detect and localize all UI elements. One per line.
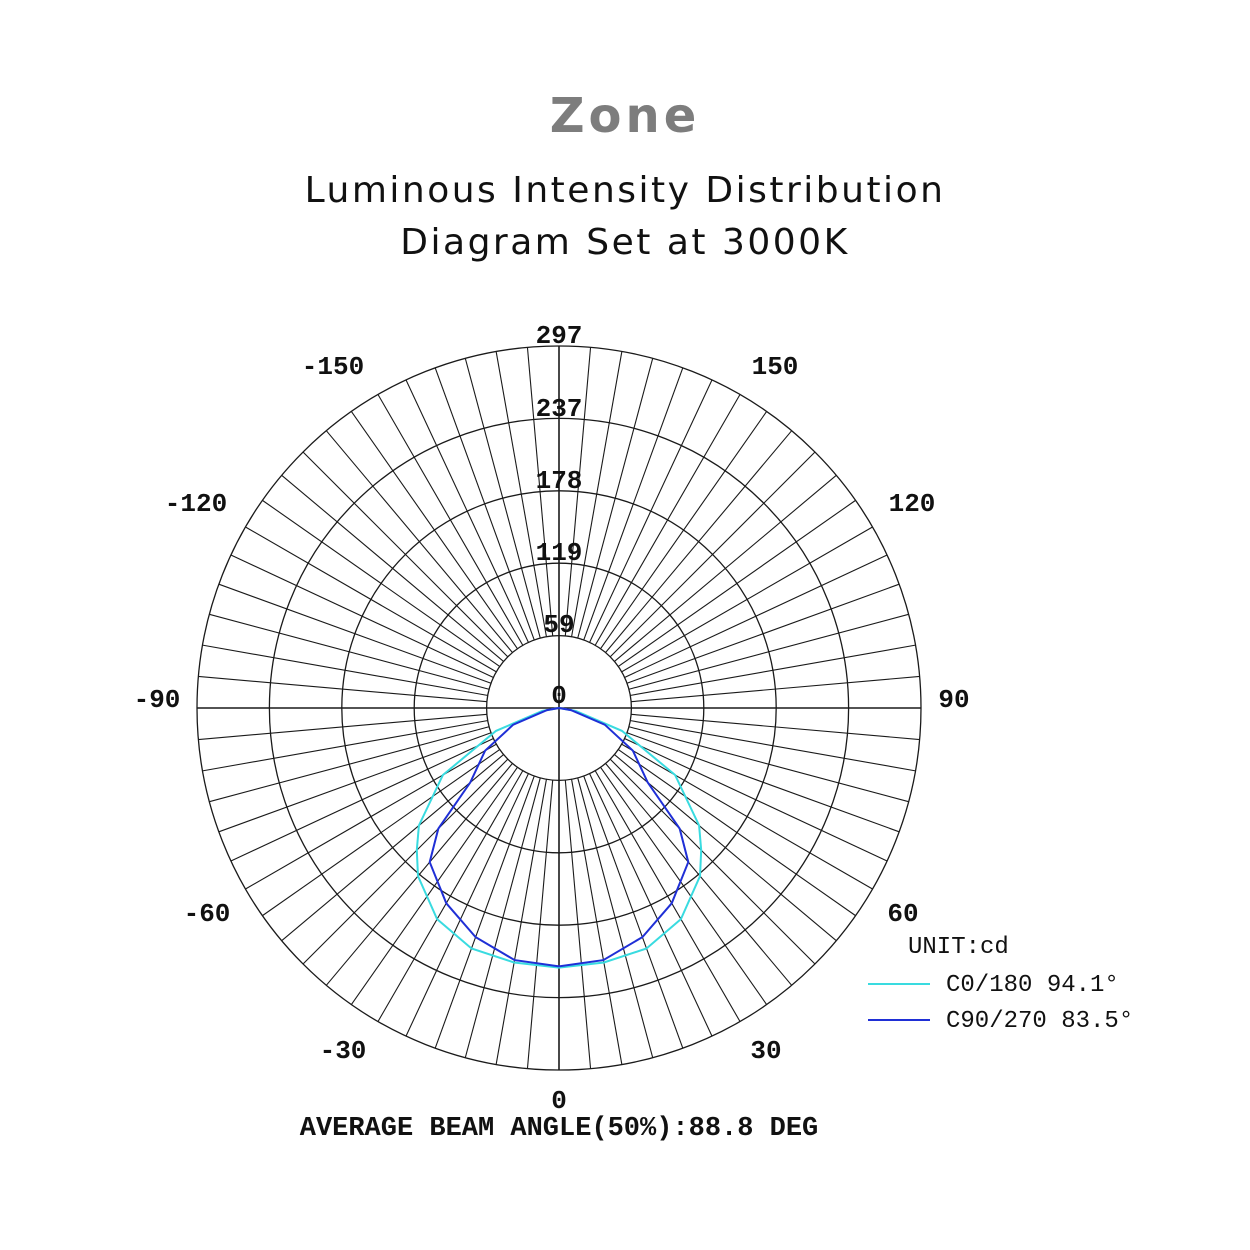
grid-spoke [613, 474, 837, 663]
grid-spoke [617, 748, 856, 917]
angle-label-60: 60 [887, 899, 918, 929]
average-beam-angle: AVERAGE BEAM ANGLE(50%):88.8 DEG [300, 1114, 818, 1144]
grid-spoke [262, 748, 501, 917]
radial-tick-59: 59 [543, 610, 574, 640]
grid-spoke [621, 526, 873, 673]
angle-label-150: 150 [752, 352, 799, 382]
grid-spoke [209, 726, 490, 803]
polar-grid [196, 345, 922, 1071]
legend-label-c90: C90/270 83.5° [946, 1008, 1133, 1035]
grid-spoke [377, 394, 524, 646]
grid-spoke [405, 379, 530, 643]
grid-spoke [262, 499, 501, 668]
grid-spoke [599, 766, 768, 1005]
radial-tick-119: 119 [536, 538, 583, 568]
grid-spoke [302, 758, 509, 965]
chart-title-line-1: Luminous Intensity Distribution [304, 170, 946, 211]
grid-spoke [588, 379, 713, 643]
angle-label-120: 120 [889, 489, 936, 519]
legend: UNIT:cd C0/180 94.1° C90/270 83.5° [868, 934, 1133, 1035]
grid-spoke [281, 474, 505, 663]
grid-spoke [198, 675, 488, 703]
grid-spoke [626, 583, 900, 684]
grid-spoke [570, 778, 623, 1065]
polar-series [415, 707, 703, 969]
grid-spoke [350, 766, 519, 1005]
grid-spoke [604, 762, 793, 986]
grid-spoke [302, 451, 509, 658]
grid-spoke [325, 430, 514, 654]
grid-spoke [629, 644, 916, 697]
brand-title: Zone [549, 88, 701, 144]
grid-spoke [245, 743, 497, 890]
grid-spoke [630, 675, 920, 703]
radial-tick-0: 0 [551, 681, 567, 711]
grid-spoke [198, 713, 488, 741]
grid-spoke [564, 347, 592, 637]
grid-spoke [202, 719, 489, 772]
grid-spoke [230, 737, 494, 862]
grid-spoke [613, 753, 837, 942]
grid-spoke [583, 775, 684, 1049]
grid-spoke [604, 430, 793, 654]
angle-label-30: 30 [750, 1036, 781, 1066]
grid-spoke [495, 351, 548, 638]
grid-spoke [218, 583, 492, 684]
grid-spoke [599, 411, 768, 650]
grid-spoke [617, 499, 856, 668]
grid-spoke [630, 713, 920, 741]
grid-spoke [218, 732, 492, 833]
grid-spoke [526, 347, 554, 637]
grid-spoke [245, 526, 497, 673]
legend-label-c0: C0/180 94.1° [946, 972, 1119, 999]
grid-spoke [495, 778, 548, 1065]
grid-spoke [377, 770, 524, 1022]
grid-spoke [624, 554, 888, 679]
grid-spoke [350, 411, 519, 650]
grid-spoke [609, 758, 816, 965]
angle-label-90: 90 [938, 685, 969, 715]
grid-spoke [209, 613, 490, 690]
grid-spoke [628, 613, 909, 690]
grid-spoke [281, 753, 505, 942]
series-line-1 [428, 707, 690, 968]
grid-spoke [583, 367, 684, 641]
grid-spoke [230, 554, 494, 679]
grid-spoke [202, 644, 489, 697]
grid-spoke [464, 777, 541, 1058]
radial-tick-297: 297 [536, 321, 583, 351]
grid-spoke [526, 779, 554, 1069]
angle-label-0: 0 [551, 1086, 567, 1116]
grid-spoke [577, 777, 654, 1058]
chart-title-line-2: Diagram Set at 3000K [400, 222, 850, 263]
grid-spoke [628, 726, 909, 803]
unit-label: UNIT:cd [908, 934, 1009, 961]
grid-spoke [624, 737, 888, 862]
grid-spoke [564, 779, 592, 1069]
radial-tick-237: 237 [536, 394, 583, 424]
angle-label-minus-60: -60 [184, 899, 231, 929]
grid-spoke [434, 367, 535, 641]
grid-spoke [405, 773, 530, 1037]
angle-label-minus-120: -120 [165, 489, 227, 519]
radial-tick-178: 178 [536, 466, 583, 496]
series-line-0 [415, 707, 703, 969]
grid-spoke [325, 762, 514, 986]
grid-spoke [621, 743, 873, 890]
grid-spoke [464, 358, 541, 639]
grid-spoke [609, 451, 816, 658]
angle-label-minus-90: -90 [134, 685, 181, 715]
grid-spoke [588, 773, 713, 1037]
grid-spoke [629, 719, 916, 772]
grid-spoke [626, 732, 900, 833]
grid-spoke [594, 770, 741, 1022]
grid-spoke [577, 358, 654, 639]
grid-spoke [434, 775, 535, 1049]
angle-label-minus-30: -30 [320, 1036, 367, 1066]
grid-spoke [594, 394, 741, 646]
chart-title: Luminous Intensity Distribution Diagram … [0, 165, 1250, 269]
grid-spoke [570, 351, 623, 638]
angle-label-minus-150: -150 [302, 352, 364, 382]
